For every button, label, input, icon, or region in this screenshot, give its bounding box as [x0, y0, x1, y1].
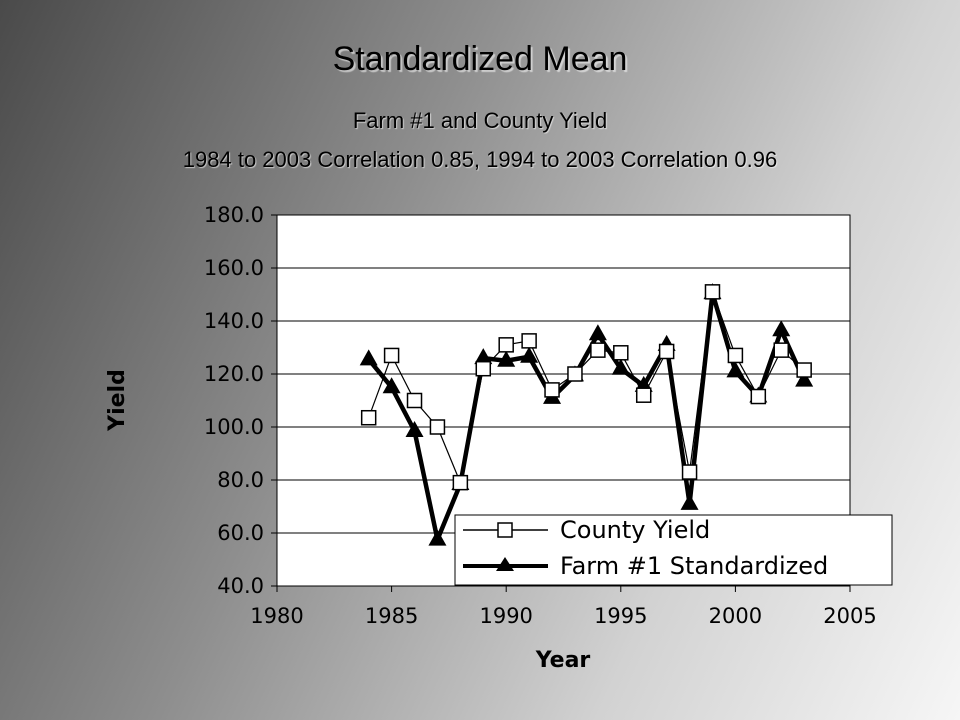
x-tick-label: 1990 — [479, 604, 532, 628]
data-point-farm-1-standardized — [726, 361, 745, 378]
x-axis-label: Year — [535, 648, 591, 673]
legend-label-farm: Farm #1 Standardized — [560, 552, 828, 580]
x-tick-label: 1985 — [365, 604, 418, 628]
data-point-county-yield — [544, 382, 560, 398]
y-tick-label: 180.0 — [204, 203, 264, 227]
data-point-county-yield — [498, 337, 514, 353]
data-point-county-yield — [429, 419, 446, 435]
series-group — [359, 283, 814, 546]
y-axis-ticks: 40.0 60.0 80.0 100.0 120.0 140.0 160.0 180.0 — [204, 203, 277, 598]
data-point-county-yield — [590, 342, 606, 358]
legend: County Yield Farm #1 Standardized — [454, 514, 893, 586]
data-point-county-yield — [704, 284, 721, 300]
legend-label-county: County Yield — [560, 516, 710, 544]
data-point-county-yield — [521, 333, 537, 349]
data-point-farm-1-standardized — [497, 350, 516, 367]
y-tick-label: 160.0 — [204, 256, 264, 280]
data-point-farm-1-standardized — [772, 320, 791, 337]
y-tick-label: 40.0 — [217, 574, 264, 598]
data-point-farm-1-standardized — [680, 493, 699, 510]
data-point-county-yield — [681, 464, 698, 480]
data-point-county-yield — [360, 409, 377, 426]
data-point-county-yield — [452, 474, 469, 491]
x-tick-label: 1995 — [594, 604, 647, 628]
data-point-farm-1-standardized — [611, 358, 630, 375]
data-point-county-yield — [796, 362, 812, 378]
y-tick-label: 60.0 — [217, 521, 264, 545]
legend-marker-county — [497, 522, 513, 538]
chart-title: Standardized Mean — [332, 40, 628, 78]
x-tick-label: 1980 — [250, 604, 303, 628]
data-point-county-yield — [475, 360, 492, 377]
data-point-farm-1-standardized — [795, 370, 814, 387]
x-tick-label: 2000 — [709, 604, 762, 628]
data-point-county-yield — [635, 387, 652, 403]
y-axis-label: Yield — [105, 369, 130, 432]
y-tick-label: 120.0 — [204, 362, 264, 386]
series-line-county-yield — [368, 291, 805, 485]
data-point-county-yield — [773, 342, 789, 358]
chart-subtitle-1: Farm #1 and County Yield — [352, 108, 608, 133]
data-point-county-yield — [727, 347, 744, 364]
chart-subtitle-2: 1984 to 2003 Correlation 0.85, 1994 to 2… — [182, 147, 778, 172]
data-point-county-yield — [567, 366, 583, 382]
y-tick-label: 140.0 — [204, 309, 264, 333]
y-tick-label: 80.0 — [217, 468, 264, 492]
data-point-farm-1-standardized — [428, 529, 447, 546]
data-point-county-yield — [406, 392, 423, 409]
data-point-county-yield — [383, 347, 400, 364]
x-tick-label: 2005 — [823, 604, 876, 628]
data-point-county-yield — [613, 345, 629, 361]
data-point-farm-1-standardized — [588, 324, 607, 341]
data-point-county-yield — [658, 343, 675, 360]
legend-marker-farm — [496, 557, 514, 571]
data-point-farm-1-standardized — [382, 377, 401, 394]
data-point-county-yield — [750, 388, 767, 405]
y-tick-label: 100.0 — [204, 415, 264, 439]
data-point-farm-1-standardized — [359, 349, 378, 366]
data-point-farm-1-standardized — [405, 420, 424, 437]
x-axis-ticks: 1980 1985 1990 1995 2000 2005 — [250, 586, 877, 628]
data-point-farm-1-standardized — [474, 348, 493, 365]
legend-box — [454, 514, 893, 586]
data-point-farm-1-standardized — [520, 346, 539, 363]
